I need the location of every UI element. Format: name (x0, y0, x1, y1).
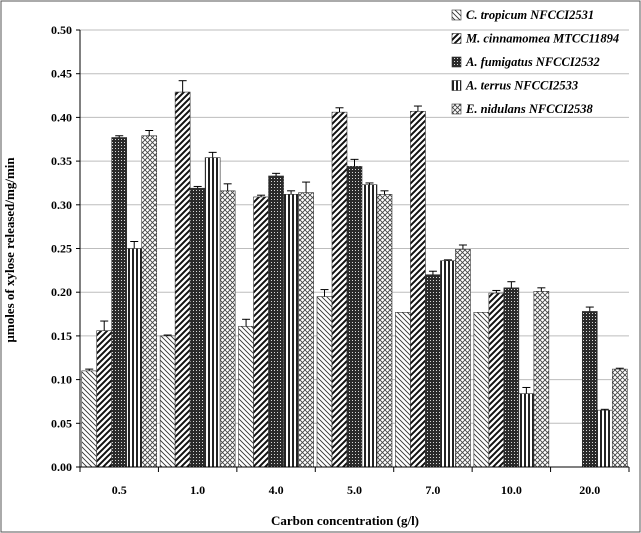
bar (268, 175, 284, 468)
x-tick-labels: 0.5 1.0 4.0 5.0 7.0 10.0 20.0 (112, 483, 601, 497)
bar (81, 370, 98, 468)
bar (440, 260, 456, 468)
bar (189, 187, 206, 468)
bar (425, 274, 441, 468)
bar (283, 194, 299, 468)
legend-swatch (451, 33, 462, 44)
y-tick-label: 0.35 (51, 154, 72, 168)
y-tick-labels: 0.00 0.05 0.10 0.15 0.20 0.25 0.30 0.35 0.40 0.45… (51, 23, 72, 474)
bar (596, 409, 613, 468)
y-tick-label: 0.50 (51, 23, 72, 37)
bar (346, 166, 363, 468)
bar (518, 393, 535, 468)
x-tick-label: 4.0 (269, 483, 284, 497)
bar (331, 111, 348, 468)
legend: C. tropicum NFCCI2531 M. cinnamomea MTCC1… (451, 8, 619, 116)
bar (111, 137, 128, 468)
y-tick-label: 0.40 (51, 110, 72, 124)
bar (219, 190, 236, 468)
y-tick-label: 0.10 (51, 373, 72, 387)
legend-swatch (451, 80, 462, 91)
x-tick-label: 1.0 (190, 483, 205, 497)
x-tick-label: 0.5 (112, 483, 127, 497)
bar (503, 287, 520, 468)
bar (410, 110, 426, 468)
bar (316, 296, 333, 468)
x-axis-title: Carbon concentration (g/l) (271, 513, 419, 528)
y-tick-label: 0.00 (51, 460, 72, 474)
legend-label: A. fumigatus NFCCI2532 (465, 55, 600, 69)
bar (581, 311, 598, 468)
bar (174, 91, 191, 468)
bar (455, 249, 471, 468)
bar (488, 292, 505, 468)
legend-swatch (451, 9, 462, 21)
legend-label: E. nidulans NFCCI2538 (465, 102, 594, 116)
bar (141, 135, 158, 468)
bar (395, 312, 411, 468)
y-tick-label: 0.15 (51, 329, 72, 343)
bar (361, 184, 378, 468)
bar (253, 196, 269, 468)
y-tick-label: 0.25 (51, 242, 72, 256)
legend-swatch (451, 103, 462, 115)
bars (81, 80, 628, 468)
x-tick-label: 20.0 (579, 483, 600, 497)
x-tick-label: 5.0 (347, 483, 362, 497)
y-tick-label: 0.30 (51, 198, 72, 212)
y-tick-label: 0.20 (51, 285, 72, 299)
legend-label: A. terrus NFCCI2533 (465, 79, 578, 93)
y-tick-label: 0.05 (51, 416, 72, 430)
bar (96, 330, 113, 468)
bar (533, 291, 550, 468)
bar (473, 312, 490, 468)
legend-swatch (451, 56, 462, 68)
legend-label: C. tropicum NFCCI2531 (466, 8, 594, 22)
bar (611, 368, 628, 468)
x-tick-label: 7.0 (425, 483, 440, 497)
bar (126, 248, 143, 468)
y-tick-label: 0.45 (51, 67, 72, 81)
x-tick-label: 10.0 (501, 483, 522, 497)
bar (238, 325, 254, 468)
bar (159, 335, 176, 468)
bar (298, 192, 314, 468)
legend-label: M. cinnamomea MTCC11894 (465, 32, 619, 46)
bar (204, 157, 221, 468)
bar (376, 194, 393, 468)
y-axis-title: µmoles of xylose released/mg/min (2, 157, 17, 343)
axes (76, 29, 630, 472)
